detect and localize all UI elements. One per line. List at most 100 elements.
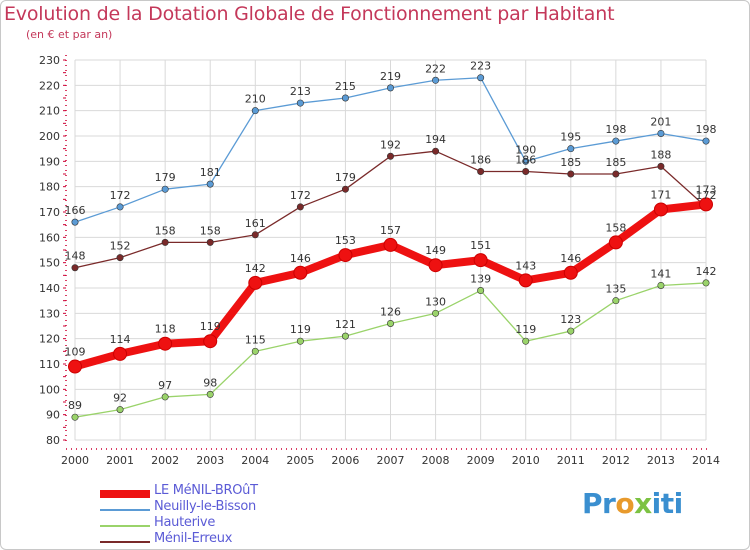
x-tick-label: 2009 — [467, 454, 495, 467]
y-tick-label: 160 — [39, 231, 60, 244]
legend-swatch — [100, 490, 150, 498]
data-point — [383, 237, 398, 252]
data-point — [296, 337, 304, 345]
y-tick-label: 220 — [39, 79, 60, 92]
data-point — [522, 157, 530, 165]
y-tick-label: 200 — [39, 130, 60, 143]
data-label: 126 — [380, 305, 401, 318]
data-label: 142 — [245, 262, 266, 275]
y-tick-label: 100 — [39, 383, 60, 396]
data-point — [158, 336, 173, 351]
legend-item-hauterive[interactable]: Hauterive — [100, 515, 320, 532]
data-label: 118 — [155, 323, 176, 336]
grid-lines — [74, 59, 707, 441]
data-label: 179 — [155, 171, 176, 184]
data-point — [477, 167, 485, 175]
data-label: 219 — [380, 70, 401, 83]
data-point — [567, 327, 575, 335]
data-point — [341, 94, 349, 102]
data-label: 201 — [650, 115, 671, 128]
data-point — [116, 406, 124, 414]
data-label: 146 — [290, 252, 311, 265]
y-tick-label: 130 — [39, 307, 60, 320]
legend-label: Ménil-Erreux — [154, 531, 233, 546]
data-point — [386, 152, 394, 160]
y-tick-label: 190 — [39, 155, 60, 168]
y-tick-label: 140 — [39, 282, 60, 295]
data-point — [293, 265, 308, 280]
data-point — [657, 162, 665, 170]
legend-item-menil-erreux[interactable]: Ménil-Erreux — [100, 531, 320, 548]
data-point — [251, 347, 259, 355]
data-point — [699, 197, 713, 212]
data-point — [206, 180, 214, 188]
legend-item-le-menil-brout[interactable]: LE MéNIL-BROûT — [100, 483, 320, 500]
data-point — [702, 137, 710, 145]
data-label: 223 — [470, 60, 491, 73]
data-point — [563, 265, 578, 280]
data-point — [251, 231, 259, 239]
data-label: 121 — [335, 318, 356, 331]
data-point — [203, 334, 218, 349]
legend-swatch — [100, 541, 150, 543]
data-label: 195 — [560, 131, 581, 144]
legend-item-neuilly-le-bisson[interactable]: Neuilly-le-Bisson — [100, 499, 320, 516]
data-label: 146 — [560, 252, 581, 265]
data-point — [522, 337, 530, 345]
data-point — [432, 309, 440, 317]
legend-label: LE MéNIL-BROûT — [154, 483, 258, 498]
data-point — [206, 390, 214, 398]
data-point — [477, 287, 485, 295]
data-point — [653, 202, 668, 217]
data-point — [386, 84, 394, 92]
data-label: 123 — [560, 313, 581, 326]
data-point — [657, 129, 665, 137]
data-label: 119 — [290, 323, 311, 336]
data-label: 166 — [65, 204, 86, 217]
y-tick-label: 110 — [39, 358, 60, 371]
data-label: 115 — [245, 333, 266, 346]
data-label: 119 — [200, 320, 221, 333]
data-point — [296, 99, 304, 107]
data-point — [567, 170, 575, 178]
data-label: 139 — [470, 273, 491, 286]
data-label: 185 — [560, 156, 581, 169]
data-point — [612, 170, 620, 178]
data-label: 172 — [110, 189, 131, 202]
data-point — [428, 258, 443, 273]
data-label: 172 — [290, 189, 311, 202]
data-point — [248, 275, 263, 290]
x-tick-label: 2007 — [377, 454, 405, 467]
legend: LE MéNIL-BROûT Neuilly-le-Bisson Hauteri… — [100, 483, 320, 548]
data-labels: 166 172 179 181 210 213 215 219 222 223 190 195 198 2… — [65, 60, 717, 412]
data-point — [116, 203, 124, 211]
data-label: 222 — [425, 62, 446, 75]
data-label: 172 — [696, 189, 717, 202]
data-point — [71, 413, 79, 421]
data-point — [341, 185, 349, 193]
data-point — [161, 393, 169, 401]
y-tick-label: 150 — [39, 257, 60, 270]
data-label: 109 — [65, 346, 86, 359]
x-tick-label: 2011 — [557, 454, 585, 467]
chart-subtitle: (en € et par an) — [26, 28, 113, 41]
y-tick-label: 210 — [39, 105, 60, 118]
data-label: 186 — [515, 153, 536, 166]
data-label: 192 — [380, 138, 401, 151]
data-point — [477, 74, 485, 82]
y-tick-label: 170 — [39, 206, 60, 219]
data-label: 153 — [335, 234, 356, 247]
data-label: 179 — [335, 171, 356, 184]
series-layer — [68, 74, 713, 421]
y-tick-label: 80 — [46, 434, 60, 447]
data-point — [473, 253, 488, 268]
x-tick-label: 2006 — [331, 454, 359, 467]
data-label: 92 — [113, 392, 127, 405]
data-point — [206, 238, 214, 246]
data-label: 130 — [425, 295, 446, 308]
data-label: 97 — [158, 379, 172, 392]
data-point — [71, 264, 79, 272]
data-label: 186 — [470, 153, 491, 166]
y-tick-label: 230 — [39, 54, 60, 67]
